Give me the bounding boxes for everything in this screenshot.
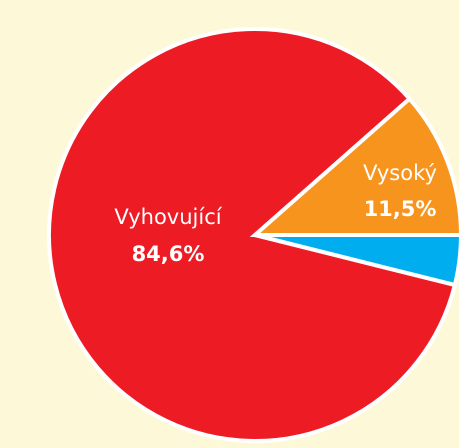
slice-label: Vyhovující: [114, 205, 222, 229]
slice-value: 11,5%: [364, 197, 437, 221]
slice-value: 84,6%: [132, 242, 205, 266]
slice-label: Vysoký: [363, 161, 437, 185]
pie-slice: [254, 233, 459, 288]
pie-slice: [47, 27, 458, 443]
pie-slice: [249, 95, 459, 237]
